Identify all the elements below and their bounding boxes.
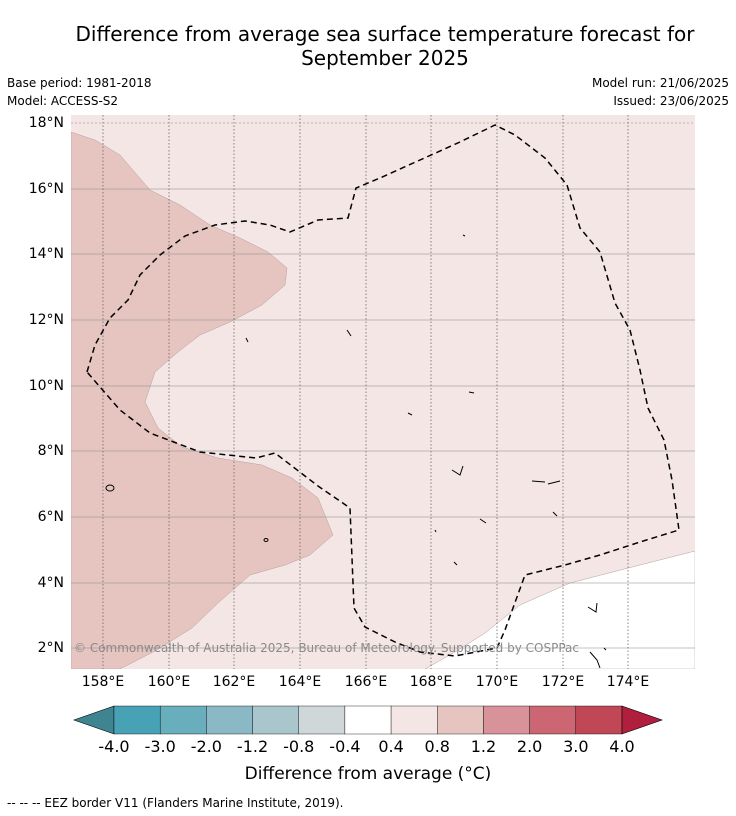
island bbox=[462, 234, 466, 237]
anomaly-fill-0.8-1.2 bbox=[71, 131, 334, 669]
colorbar-bin bbox=[437, 705, 484, 735]
island bbox=[407, 412, 413, 416]
colorbar-bin bbox=[298, 705, 346, 735]
lat-label: 16°N bbox=[28, 181, 64, 197]
lon-label: 168°E bbox=[409, 674, 453, 690]
title-line-2: September 2025 bbox=[301, 46, 469, 70]
anomaly-fill-neutral bbox=[424, 550, 695, 669]
lat-label: 18°N bbox=[28, 115, 64, 131]
base-period: Base period: 1981-2018 bbox=[7, 76, 152, 90]
lon-label: 158°E bbox=[81, 674, 125, 690]
meta-left: Base period: 1981-2018 Model: ACCESS-S2 bbox=[7, 74, 152, 110]
lat-label: 10°N bbox=[28, 378, 64, 394]
lat-label: 2°N bbox=[37, 640, 64, 656]
model-name: Model: ACCESS-S2 bbox=[7, 94, 119, 108]
colorbar bbox=[73, 705, 663, 735]
lon-label: 174°E bbox=[606, 674, 650, 690]
colorbar-bin bbox=[252, 705, 299, 735]
meta-right: Model run: 21/06/2025 Issued: 23/06/2025 bbox=[592, 74, 729, 110]
colorbar-over-extend bbox=[621, 705, 663, 735]
colorbar-bin bbox=[159, 705, 207, 735]
eez-border bbox=[86, 124, 680, 657]
lon-label: 164°E bbox=[278, 674, 322, 690]
colorbar-tick-label: -4.0 bbox=[98, 737, 130, 756]
island bbox=[468, 391, 475, 394]
colorbar-bin bbox=[483, 705, 530, 735]
island bbox=[531, 480, 561, 485]
colorbar-tick-label: -0.8 bbox=[283, 737, 315, 756]
colorbar-tick-label: -1.2 bbox=[236, 737, 269, 756]
lon-label: 170°E bbox=[475, 674, 519, 690]
island bbox=[263, 538, 269, 542]
colorbar-bin bbox=[529, 705, 577, 735]
colorbar-bin bbox=[575, 705, 623, 735]
colorbar-bin bbox=[206, 705, 253, 735]
lat-label: 12°N bbox=[28, 312, 64, 328]
island bbox=[603, 647, 607, 651]
colorbar-tick-label: 4.0 bbox=[609, 737, 635, 756]
lon-label: 160°E bbox=[147, 674, 191, 690]
meridians bbox=[102, 115, 629, 669]
island bbox=[105, 484, 115, 492]
title-line-1: Difference from average sea surface temp… bbox=[75, 22, 695, 46]
lat-label: 4°N bbox=[37, 575, 64, 591]
colorbar-tick-label: 1.2 bbox=[470, 737, 497, 756]
colorbar-tick-label: -3.0 bbox=[144, 737, 176, 756]
colorbar-tick-label: 2.0 bbox=[516, 737, 543, 756]
issued-date: Issued: 23/06/2025 bbox=[613, 94, 729, 108]
island bbox=[589, 651, 601, 669]
colorbar-tick-label: 0.8 bbox=[424, 737, 450, 756]
lon-label: 172°E bbox=[541, 674, 585, 690]
island bbox=[453, 561, 458, 566]
island bbox=[434, 529, 437, 533]
island bbox=[346, 329, 352, 337]
chart-title: Difference from average sea surface temp… bbox=[40, 22, 730, 70]
colorbar-under-extend bbox=[73, 705, 115, 735]
colorbar-title: Difference from average (°C) bbox=[244, 764, 492, 784]
colorbar-bin bbox=[344, 705, 392, 735]
eez-legend-note: -- -- -- EEZ border V11 (Flanders Marine… bbox=[7, 796, 344, 810]
gridlines bbox=[71, 122, 695, 649]
colorbar-bin bbox=[390, 705, 438, 735]
island bbox=[479, 518, 487, 524]
colorbar-tick-label: 3.0 bbox=[563, 737, 589, 756]
lat-label: 8°N bbox=[37, 443, 64, 459]
lat-label: 14°N bbox=[28, 246, 64, 262]
islands bbox=[105, 234, 607, 669]
island bbox=[245, 337, 249, 343]
colorbar-tick-label: 0.4 bbox=[378, 737, 404, 756]
lon-label: 162°E bbox=[212, 674, 256, 690]
colorbar-tick-label: -0.4 bbox=[329, 737, 361, 756]
colorbar-bin bbox=[113, 705, 161, 735]
island bbox=[587, 602, 598, 613]
lat-label: 6°N bbox=[37, 509, 64, 525]
copyright-watermark: © Commonwealth of Australia 2025, Bureau… bbox=[74, 641, 579, 655]
island bbox=[451, 465, 464, 476]
colorbar-tick-label: -2.0 bbox=[190, 737, 222, 756]
model-run: Model run: 21/06/2025 bbox=[591, 76, 729, 90]
island bbox=[552, 511, 558, 517]
lon-label: 166°E bbox=[344, 674, 388, 690]
